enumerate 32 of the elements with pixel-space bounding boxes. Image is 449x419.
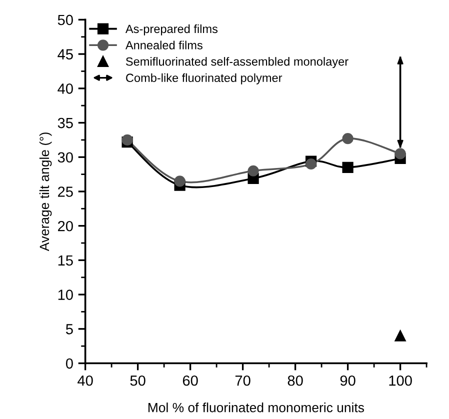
x-tick-label: 80 — [288, 375, 303, 386]
legend-label: Semifluorinated self-assembled monolayer — [126, 57, 348, 68]
x-tick-label: 60 — [182, 375, 198, 386]
point — [342, 133, 354, 144]
y-tick-label: 10 — [58, 290, 73, 300]
point — [248, 165, 259, 176]
point — [394, 330, 406, 342]
legend-label: Annealed films — [125, 40, 202, 50]
point — [342, 162, 354, 173]
point — [394, 148, 406, 160]
y-tick-label: 40 — [58, 84, 73, 94]
point — [122, 134, 133, 146]
y-tick-label: 50 — [58, 14, 73, 26]
y-tick-label: 45 — [58, 49, 73, 60]
y-axis-title: Average tilt angle (°) — [39, 132, 52, 252]
y-tick-label: 25 — [58, 186, 73, 197]
x-axis-title: Mol % of fluorinated monomeric units — [148, 402, 364, 412]
y-tick-label: 5 — [66, 324, 73, 334]
x-tick-label: 100 — [389, 375, 412, 386]
x-tick-label: 90 — [340, 375, 356, 386]
x-tick-label: 70 — [235, 375, 250, 386]
point — [305, 158, 317, 170]
y-tick-label: 35 — [58, 118, 73, 128]
legend-label: As-prepared films — [125, 24, 218, 36]
y-tick-label: 15 — [58, 255, 73, 266]
x-tick-label: 50 — [130, 375, 146, 386]
legend-label: Comb-like fluorinated polymer — [126, 73, 282, 84]
y-tick-label: 0 — [66, 358, 73, 369]
y-tick-label: 20 — [58, 220, 73, 232]
point — [174, 176, 186, 187]
x-tick-label: 40 — [78, 375, 93, 386]
y-tick-label: 30 — [58, 152, 73, 163]
